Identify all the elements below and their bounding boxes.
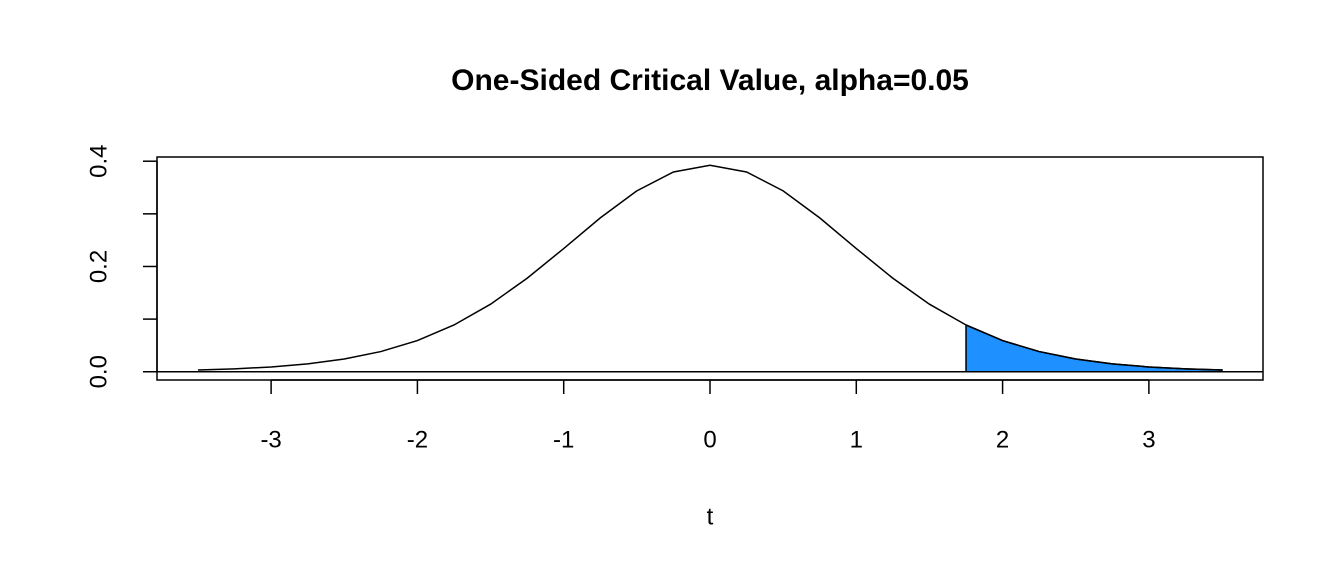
y-tick-label: 0.4 [85, 145, 112, 178]
x-axis-label: t [707, 503, 714, 530]
x-tick-label: -1 [553, 426, 574, 453]
shaded-area [965, 323, 1223, 373]
plot-frame [156, 156, 1264, 381]
x-tick-label: -3 [260, 426, 281, 453]
x-tick-label: -2 [407, 426, 428, 453]
x-tick-label: 0 [703, 426, 716, 453]
y-tick-label: 0.0 [85, 355, 112, 388]
x-tick-label: 3 [1142, 426, 1155, 453]
chart-title: One-Sided Critical Value, alpha=0.05 [451, 64, 969, 97]
density-curve [197, 164, 1223, 371]
x-tick-label: 2 [996, 426, 1009, 453]
x-tick-label: 1 [850, 426, 863, 453]
y-tick-label: 0.2 [85, 250, 112, 283]
